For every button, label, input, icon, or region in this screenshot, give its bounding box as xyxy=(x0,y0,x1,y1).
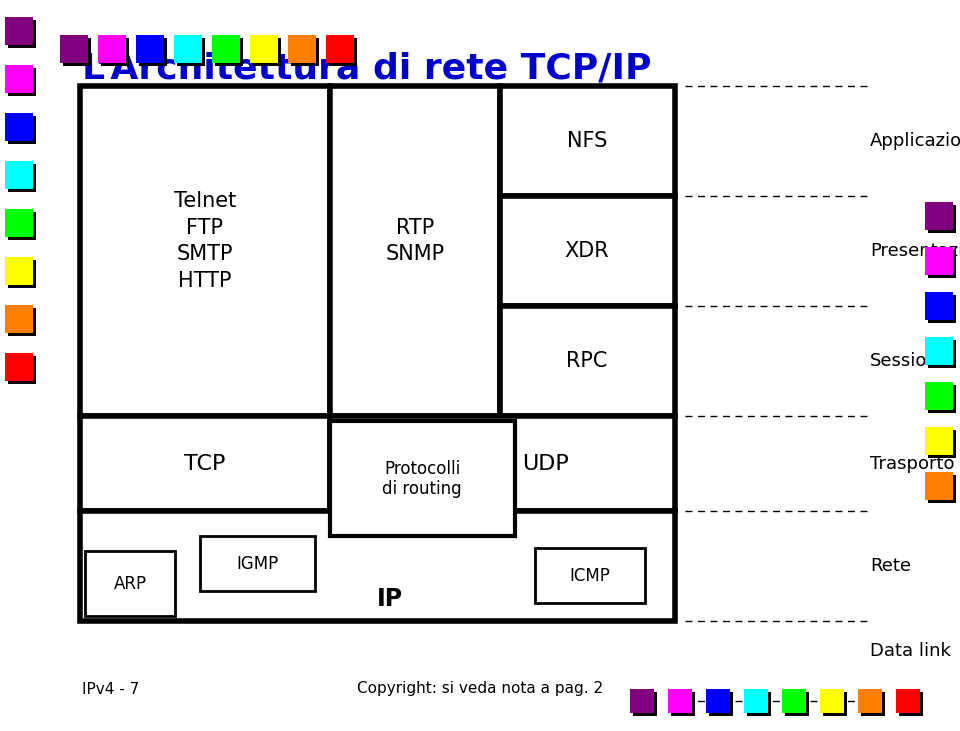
Bar xyxy=(500,196,675,306)
Bar xyxy=(9,20,36,48)
Bar xyxy=(630,689,654,713)
Bar xyxy=(9,213,36,240)
Text: RTP
SNMP: RTP SNMP xyxy=(385,218,444,264)
Text: RPC: RPC xyxy=(566,351,608,371)
Text: Trasporto: Trasporto xyxy=(870,455,954,473)
Bar xyxy=(823,692,847,716)
Bar xyxy=(925,427,953,455)
Bar xyxy=(9,260,36,288)
Bar xyxy=(928,250,956,279)
Bar xyxy=(899,692,923,716)
Bar xyxy=(250,35,278,63)
Bar xyxy=(253,38,281,67)
Text: Rete: Rete xyxy=(870,557,911,575)
Bar xyxy=(782,689,806,713)
Bar xyxy=(668,689,692,713)
Bar xyxy=(706,689,730,713)
Text: TCP: TCP xyxy=(184,454,226,474)
Bar xyxy=(9,69,36,96)
Bar xyxy=(326,35,354,63)
Text: Telnet
FTP
SMTP
HTTP: Telnet FTP SMTP HTTP xyxy=(174,192,236,291)
Bar xyxy=(925,472,953,500)
Bar xyxy=(80,86,330,416)
Bar xyxy=(330,421,515,536)
Bar xyxy=(174,35,202,63)
Bar xyxy=(5,17,33,45)
Text: ARP: ARP xyxy=(113,575,147,593)
Bar xyxy=(215,38,244,67)
Bar xyxy=(5,65,33,93)
Bar xyxy=(671,692,695,716)
Text: NFS: NFS xyxy=(566,131,607,151)
Bar xyxy=(928,385,956,413)
Bar xyxy=(535,548,645,603)
Bar xyxy=(925,382,953,410)
Bar xyxy=(928,205,956,233)
Bar xyxy=(858,689,882,713)
Bar xyxy=(708,692,732,716)
Bar xyxy=(80,511,675,621)
Bar xyxy=(925,292,953,320)
Bar xyxy=(329,38,357,67)
Bar xyxy=(102,38,130,67)
Bar xyxy=(5,113,33,141)
Text: Protocolli
di routing: Protocolli di routing xyxy=(382,460,462,499)
Bar xyxy=(63,38,91,67)
Bar xyxy=(288,35,316,63)
Bar xyxy=(330,86,500,416)
Bar xyxy=(5,353,33,381)
Text: Data link: Data link xyxy=(870,642,950,660)
Bar xyxy=(500,306,675,416)
Bar xyxy=(5,161,33,189)
Bar xyxy=(5,209,33,237)
Bar xyxy=(5,305,33,333)
Bar xyxy=(9,164,36,192)
Text: L’Architettura di rete TCP/IP: L’Architettura di rete TCP/IP xyxy=(82,51,652,85)
Text: ICMP: ICMP xyxy=(569,567,611,585)
Bar xyxy=(861,692,885,716)
Bar xyxy=(500,86,675,196)
Bar xyxy=(139,38,167,67)
Text: IP: IP xyxy=(377,587,403,611)
Bar xyxy=(928,341,956,368)
Bar xyxy=(928,431,956,458)
Bar xyxy=(136,35,164,63)
Bar xyxy=(928,295,956,323)
Bar xyxy=(330,416,675,511)
Text: Applicazione: Applicazione xyxy=(870,132,960,150)
Bar xyxy=(744,689,768,713)
Bar xyxy=(9,116,36,144)
Bar xyxy=(212,35,240,63)
Bar xyxy=(925,247,953,275)
Text: IPv4 - 7: IPv4 - 7 xyxy=(82,681,139,697)
Bar xyxy=(80,416,330,511)
Bar xyxy=(178,38,205,67)
Bar xyxy=(633,692,657,716)
Bar xyxy=(896,689,920,713)
Bar xyxy=(5,257,33,285)
Text: XDR: XDR xyxy=(564,241,610,261)
Bar xyxy=(292,38,320,67)
Bar xyxy=(925,202,953,230)
Bar xyxy=(200,536,315,591)
Text: IGMP: IGMP xyxy=(236,555,278,573)
Bar xyxy=(925,337,953,365)
Bar xyxy=(747,692,771,716)
Bar xyxy=(9,356,36,385)
Bar xyxy=(928,475,956,504)
Bar xyxy=(98,35,126,63)
Bar xyxy=(85,551,175,616)
Text: Sessione: Sessione xyxy=(870,352,949,370)
Bar xyxy=(820,689,844,713)
Bar xyxy=(60,35,88,63)
Text: Copyright: si veda nota a pag. 2: Copyright: si veda nota a pag. 2 xyxy=(357,681,603,697)
Text: Presentazione: Presentazione xyxy=(870,242,960,260)
Bar xyxy=(785,692,809,716)
Bar xyxy=(9,308,36,336)
Text: UDP: UDP xyxy=(521,454,568,474)
